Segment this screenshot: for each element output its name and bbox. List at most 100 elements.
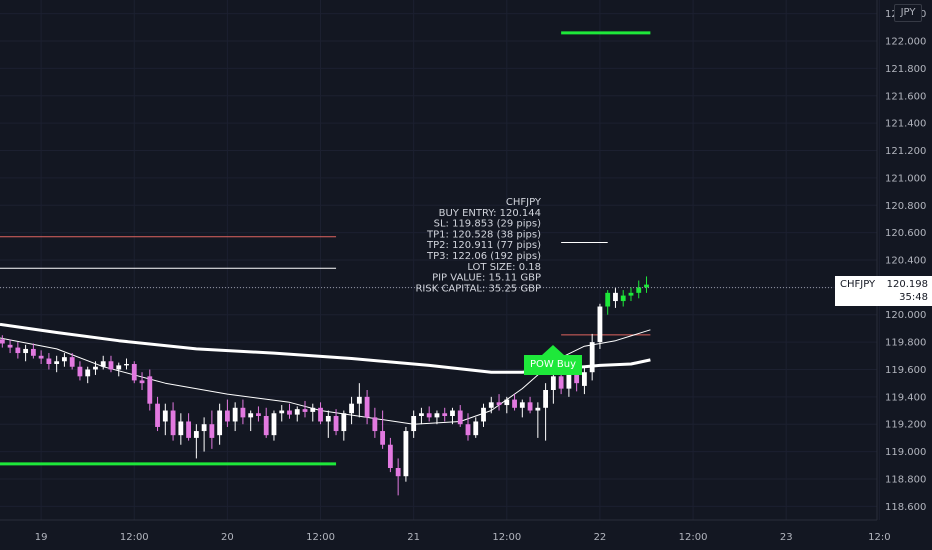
candle-body [240,407,246,418]
currency-button[interactable]: JPY [894,4,922,22]
candle-body [15,347,21,354]
candle-body [403,431,409,477]
price-tick-label: 121.800 [885,64,926,75]
candle-body [147,376,153,404]
price-tick-label: 121.000 [885,173,926,184]
price-tick-label: 121.400 [885,119,926,130]
candle-body [279,410,285,414]
time-tick-label: 19 [35,532,48,543]
price-tick-label: 120.600 [885,228,926,239]
candle-body [333,416,339,432]
price-tag-value: 120.198 [886,279,928,290]
candle-body [248,413,254,418]
trade-info-line: LOT SIZE: 0.18 [467,262,541,273]
candle-body [116,365,122,370]
level-lines [0,31,651,466]
candle-body [263,416,269,436]
candle-body [139,380,145,384]
chart-grid [0,0,880,520]
candlestick-series [0,276,649,496]
trade-info-line: CHFJPY [506,197,542,208]
candle-body [108,361,114,370]
candle-body [170,410,176,436]
candle-body [387,444,393,468]
candle-body [574,372,580,384]
candle-body [46,358,52,364]
trade-info-line: PIP VALUE: 15.11 GBP [432,273,541,284]
candle-body [550,376,556,390]
candle-body [356,396,362,404]
time-tick-label: 21 [407,532,420,543]
buy-signal-label: POW Buy [524,355,582,375]
candle-body [364,396,370,418]
buy-signal-arrow-icon [542,345,564,355]
candle-body [186,421,191,438]
candle-body [124,364,129,366]
candle-body [232,407,238,422]
price-tick-label: 120.800 [885,201,926,212]
price-tick-label: 121.600 [885,91,926,102]
candle-body [419,413,424,416]
candle-body [69,357,75,367]
candle-body [155,403,160,427]
candle-body [349,403,354,414]
candle-body [193,431,199,438]
candle-body [201,424,207,432]
candle-body [644,284,649,288]
time-tick-label: 12:00 [679,532,708,543]
candle-body [457,410,463,425]
current-price-tag: CHFJPY 120.198 35:48 [835,276,932,306]
candle-body [271,413,277,436]
candle-body [613,292,618,302]
candle-body [54,361,60,364]
candle-body [30,348,36,356]
time-axis[interactable]: 19 12:00 20 12:00 21 12:00 22 12:00 23 12:0 [35,532,891,543]
price-tick-label: 118.600 [885,502,926,513]
candle-body [512,399,517,408]
candle-body [558,376,564,389]
candle-body [605,292,611,307]
candle-body [411,416,417,432]
candle-body [178,421,184,436]
price-tick-label: 119.200 [885,420,926,431]
price-axis[interactable]: 122.200122.000121.800121.600121.400121.2… [885,9,926,513]
candle-body [473,421,479,436]
candle-body [527,402,533,411]
candle-body [162,410,168,422]
trade-info-line: RISK CAPITAL: 35.25 GBP [415,283,541,294]
candle-body [77,366,83,377]
candle-body [131,364,137,381]
candle-body [100,361,106,367]
price-tick-label: 119.000 [885,447,926,458]
time-tick-label: 12:00 [492,532,521,543]
candle-body [589,342,595,373]
candle-body [426,413,432,418]
candle-body [636,287,642,293]
candle-body [0,339,5,344]
time-tick-label: 12:0 [868,532,890,543]
price-tick-label: 120.400 [885,256,926,267]
trade-info-line: SL: 119.853 (29 pips) [434,219,541,230]
price-tick-label: 120.000 [885,310,926,321]
price-tick-label: 122.000 [885,37,926,48]
time-tick-label: 20 [221,532,234,543]
price-tick-label: 119.800 [885,338,926,349]
candle-body [341,413,347,432]
trade-info-line: BUY ENTRY: 120.144 [439,208,541,219]
candle-body [504,399,510,406]
candle-body [582,372,587,386]
candle-body [488,402,494,408]
candle-body [496,402,502,406]
candle-body [372,417,378,432]
candle-body [62,357,67,362]
candle-body [628,292,634,296]
time-tick-label: 22 [594,532,607,543]
price-tick-label: 119.400 [885,392,926,403]
price-tick-label: 121.200 [885,146,926,157]
candle-body [287,410,292,415]
candle-body [519,402,525,408]
trade-info-line: TP3: 122.06 (192 pips) [426,251,541,262]
time-tick-label: 23 [780,532,793,543]
